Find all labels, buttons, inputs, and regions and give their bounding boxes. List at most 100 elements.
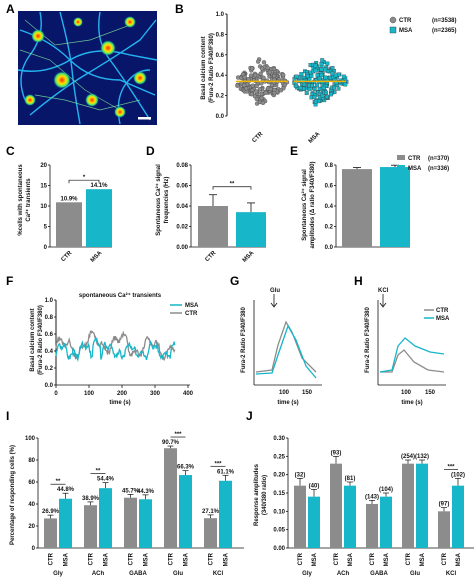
dot-ctr [278, 88, 284, 93]
panel-I-group-label: ACh [92, 571, 105, 577]
dot-msa [319, 62, 324, 67]
panel-H-xlabel: time (s) [401, 400, 422, 406]
glu-trace-msa [255, 324, 317, 379]
panel-J-value-label: (132) [415, 454, 429, 460]
legend-E-ctr-n: (n=370) [428, 156, 449, 162]
dot-ctr [267, 70, 272, 75]
panel-J-sub-label: MSA [456, 552, 462, 566]
dot-msa [324, 90, 328, 95]
panel-C-ytick-label: 20 [40, 163, 47, 169]
panel-I-sub-label: MSA [224, 552, 230, 566]
panel-J-sub-label: MSA [384, 552, 390, 566]
dot-msa [299, 72, 304, 77]
kcl-trace-msa [379, 337, 445, 373]
dot-ctr [256, 59, 261, 64]
panel-J-bar-gly-msa [308, 496, 320, 548]
dot-ctr [244, 86, 249, 91]
panel-I-sub-label: MSA [184, 552, 190, 566]
panel-C-ytick-label: 10 [40, 204, 47, 210]
panel-I-bar-kcl-ctr [204, 518, 217, 548]
panel-J-sub-label: MSA [348, 552, 354, 566]
panel-F-ytick-label: 0.8 [45, 315, 54, 321]
legend-H-ctr: CTR [436, 308, 449, 314]
panel-J-bar-gaba-msa [380, 496, 392, 548]
panel-F-xtick-label: 200 [117, 391, 128, 397]
dot-msa [304, 91, 309, 96]
panel-J-value-label: (81) [345, 476, 356, 482]
dot-msa [294, 74, 299, 79]
dot-ctr [260, 100, 266, 106]
panel-I-ytick-label: 40 [28, 502, 35, 508]
panel-D-ytick-label: 0.06 [176, 184, 188, 190]
legend-msa-n: (n=2365) [432, 28, 457, 34]
panel-H-xtick-100: 100 [401, 390, 412, 396]
panel-F-letter: F [6, 274, 13, 288]
panel-C-letter: C [6, 144, 15, 158]
panel-I-value-label: 90.7% [162, 440, 180, 446]
panel-B-ytick-label: 0.8 [216, 32, 225, 38]
panel-G-xlabel: time (s) [277, 400, 298, 406]
panel-D-letter: D [146, 144, 155, 158]
panel-J-plot: Response amplitudes (340/380 ratio) 0.00… [254, 436, 474, 577]
panel-F-ylabel-2: (Fura-2 Ratio F340/F380) [38, 305, 44, 375]
panel-C-bar-ctr [56, 202, 82, 247]
panel-J-value-label: (97) [439, 502, 450, 508]
panel-I-group-label: KCl [213, 571, 224, 577]
dot-ctr [242, 83, 247, 88]
panel-J-sub-label: MSA [420, 552, 426, 566]
panel-J-bar-kcl-ctr [438, 511, 450, 548]
panel-I-bar-ach-ctr [84, 505, 97, 548]
panel-I-sub-label: CTR [209, 552, 215, 565]
panel-J-group-label: GABA [370, 571, 388, 577]
panel-G-xtick-150: 150 [302, 390, 313, 396]
panel-D-xlabel: MSA [242, 250, 256, 264]
panel-I-bar-glu-msa [179, 475, 192, 548]
dot-msa [341, 74, 346, 79]
legend-E-ctr-label: CTR [408, 156, 421, 162]
panel-E-ytick-label: 0.2 [325, 225, 334, 231]
panel-I-sig-stars: ** [96, 469, 101, 475]
panel-I-bar-gaba-msa [139, 499, 152, 548]
panel-J-bar-ach-msa [344, 485, 356, 548]
panel-D-ylabel-2: frequencies (Hz) [164, 177, 170, 224]
panel-F-ytick-label: 0.6 [45, 332, 54, 338]
dot-msa [332, 85, 337, 90]
panel-C-ytick-label: 0 [44, 245, 48, 251]
panel-B-ytick-label: 0.2 [216, 94, 225, 100]
panel-C-bar-msa [86, 189, 112, 247]
panel-J-bar-glu-ctr [402, 463, 414, 548]
panel-H-letter: H [354, 274, 363, 288]
dot-ctr [259, 91, 265, 96]
panel-I-value-label: 54.4% [97, 477, 115, 483]
panel-F-ytick-label: 0.0 [45, 383, 54, 389]
panel-C-bar-label: 14.1% [90, 183, 108, 189]
panel-C-bar-label: 10.9% [60, 196, 78, 202]
kcl-trace-ctr [380, 349, 445, 373]
panel-B-ytick-label: 0.4 [216, 73, 225, 79]
dot-msa [312, 95, 317, 100]
dot-ctr [250, 83, 255, 88]
panel-F-ytick-label: 1.0 [45, 298, 54, 304]
panel-I-ytick-label: 20 [28, 524, 35, 530]
panel-I-ytick-label: 80 [28, 458, 35, 464]
dot-msa [319, 73, 324, 78]
panel-E-ytick-label: 0.4 [325, 204, 334, 210]
panel-E-plot: Spontaneous Ca²⁺ signal amplitudes (Δ ra… [301, 155, 449, 251]
panel-F-plot: spontaneous Ca²⁺ transients Basal calciu… [30, 292, 199, 406]
dot-ctr [271, 66, 277, 72]
legend-F-ctr: CTR [185, 311, 198, 317]
panel-J-value-label: (32) [295, 472, 306, 478]
panel-I-bar-gly-msa [59, 498, 72, 548]
panel-B-letter: B [175, 2, 184, 16]
dot-ctr [253, 73, 258, 78]
panel-E-bar-ctr [342, 169, 372, 247]
dot-msa [309, 73, 314, 78]
panel-D-plot: Spontaneous Ca²⁺ signal frequencies (Hz)… [155, 163, 266, 264]
panel-J-sub-label: CTR [370, 552, 376, 565]
panel-J-sub-label: CTR [442, 552, 448, 565]
panel-J-letter: J [246, 409, 253, 423]
panel-I-sig-stars: *** [174, 432, 182, 438]
panel-D-bar-msa [236, 212, 266, 247]
stim-glu-label: Glu [270, 288, 280, 294]
